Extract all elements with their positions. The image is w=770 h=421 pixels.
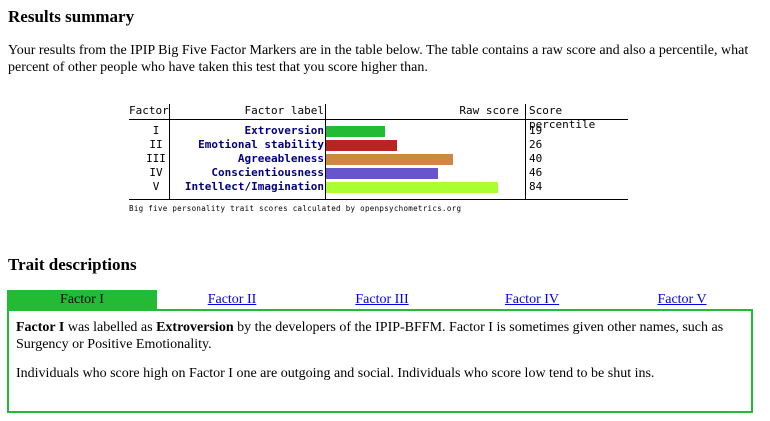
factor-tabs: Factor I Factor II Factor III Factor IV … bbox=[7, 290, 757, 309]
col-label-header: Factor label bbox=[244, 104, 324, 117]
factor-number: III bbox=[146, 152, 166, 165]
factor-label: Agreeableness bbox=[237, 152, 324, 165]
score-row: II Emotional stability 26 bbox=[129, 138, 629, 152]
header-divider bbox=[129, 119, 628, 120]
col-percentile-header: Score percentile bbox=[529, 104, 596, 131]
tab-factor-v[interactable]: Factor V bbox=[607, 290, 757, 309]
results-intro: Your results from the IPIP Big Five Fact… bbox=[8, 43, 749, 75]
raw-score-bar bbox=[326, 154, 453, 165]
description-text: was labelled as bbox=[64, 320, 157, 335]
tab-factor-iii[interactable]: Factor III bbox=[307, 290, 457, 309]
results-heading: Results summary bbox=[8, 7, 135, 26]
score-percentile: 46 bbox=[529, 166, 543, 179]
factor-number: II bbox=[149, 138, 163, 151]
tab-factor-ii[interactable]: Factor II bbox=[157, 290, 307, 309]
factor-label: Extroversion bbox=[244, 124, 324, 137]
factor-name: Factor I bbox=[16, 320, 65, 335]
description-text: by the developers of the IPIP-BFFM. Fact… bbox=[16, 320, 724, 352]
raw-score-bar bbox=[326, 182, 498, 193]
description-paragraph: Factor I was labelled as Extroversion by… bbox=[16, 319, 744, 353]
score-percentile: 26 bbox=[529, 138, 543, 151]
tab-factor-iv[interactable]: Factor IV bbox=[457, 290, 607, 309]
tab-link[interactable]: Factor V bbox=[657, 292, 707, 307]
table-bottom-divider bbox=[129, 199, 628, 200]
score-row: V Intellect/Imagination 84 bbox=[129, 180, 629, 194]
factor-number: I bbox=[152, 124, 160, 137]
raw-score-bar bbox=[326, 126, 385, 137]
score-percentile: 19 bbox=[529, 124, 543, 137]
score-percentile: 40 bbox=[529, 152, 543, 165]
tab-label: Factor I bbox=[60, 292, 104, 307]
factor-label: Emotional stability bbox=[198, 138, 324, 151]
tab-link[interactable]: Factor III bbox=[355, 292, 409, 307]
score-percentile: 84 bbox=[529, 180, 543, 193]
trait-name: Extroversion bbox=[156, 320, 234, 335]
score-row: IV Conscientiousness 46 bbox=[129, 166, 629, 180]
table-caption: Big five personality trait scores calcul… bbox=[129, 204, 462, 213]
col-raw-header: Raw score bbox=[459, 104, 519, 117]
factor-label: Conscientiousness bbox=[211, 166, 324, 179]
column-divider bbox=[169, 104, 170, 200]
factor-label: Intellect/Imagination bbox=[184, 180, 324, 193]
factor-number: V bbox=[152, 180, 160, 193]
score-row: I Extroversion 19 bbox=[129, 124, 629, 138]
col-factor-header: Factor bbox=[129, 104, 169, 117]
trait-description-panel: Factor I was labelled as Extroversion by… bbox=[7, 309, 753, 413]
traits-heading: Trait descriptions bbox=[8, 255, 137, 274]
score-row: III Agreeableness 40 bbox=[129, 152, 629, 166]
column-divider bbox=[325, 104, 326, 200]
description-paragraph: Individuals who score high on Factor I o… bbox=[16, 366, 655, 381]
tab-factor-i[interactable]: Factor I bbox=[7, 290, 157, 309]
tab-link[interactable]: Factor II bbox=[207, 292, 257, 307]
tab-link[interactable]: Factor IV bbox=[504, 292, 560, 307]
column-divider bbox=[525, 104, 526, 200]
raw-score-bar bbox=[326, 168, 438, 179]
factor-number: IV bbox=[149, 166, 163, 179]
raw-score-bar bbox=[326, 140, 397, 151]
